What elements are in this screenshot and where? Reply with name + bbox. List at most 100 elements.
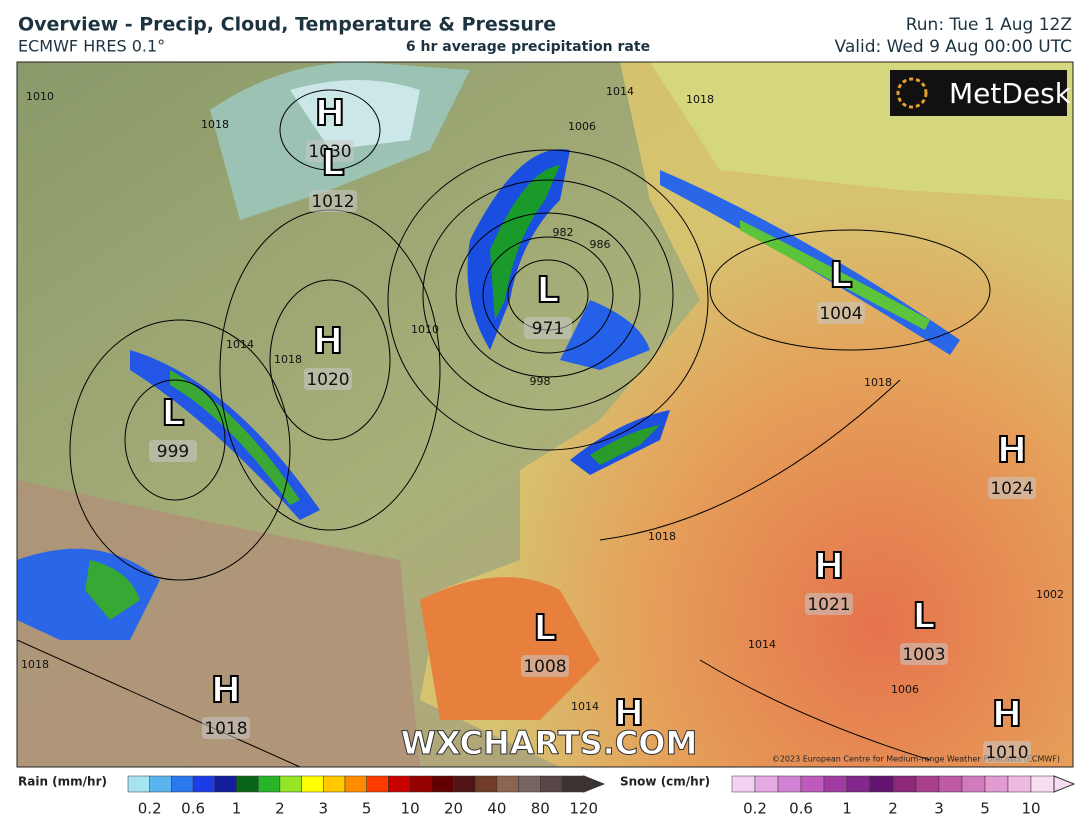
rain-label: 10 [401, 800, 420, 818]
snow-swatch [1007, 775, 1032, 793]
isobar-label: 998 [530, 375, 551, 388]
rain-swatch [453, 775, 476, 793]
rain-swatch [257, 775, 281, 793]
rain-swatch [301, 775, 324, 793]
snow-swatch [754, 775, 779, 793]
system-value: 1003 [902, 645, 945, 665]
isobar-label: 1018 [648, 530, 676, 543]
system-value-box [900, 643, 948, 665]
model: ECMWF HRES 0.1° [18, 37, 165, 56]
rain-label: 2 [275, 800, 285, 818]
rain-label: 5 [362, 800, 372, 818]
snow-swatch [777, 775, 802, 793]
system-letter: H [997, 430, 1027, 471]
isobar-label: 1014 [226, 338, 254, 351]
isobar-label: 1010 [411, 323, 439, 336]
system-value-box [988, 477, 1036, 499]
snow-legend-title: Snow (cm/hr) [620, 775, 710, 789]
system-value: 1004 [819, 304, 862, 324]
rain-swatch [388, 775, 411, 793]
snow-swatch [869, 775, 894, 793]
system-letter: H [313, 321, 343, 362]
rain-label: 80 [531, 800, 550, 818]
system-value: 1024 [990, 479, 1033, 499]
rain-label: 1 [232, 800, 242, 818]
rain-swatch [518, 775, 541, 793]
system-value: 1021 [807, 595, 850, 615]
system-value-box [521, 655, 569, 677]
system-value: 1030 [308, 142, 351, 162]
snow-label: 0.2 [743, 800, 767, 818]
product: 6 hr average precipitation rate [406, 39, 650, 55]
system-letter: L [322, 143, 345, 184]
snow-swatch [1030, 775, 1055, 793]
isobar-labels: 1014 1018 1006 1018 982 986 998 1010 1014 1018 101… [21, 85, 1064, 713]
system-letter: H [315, 93, 345, 134]
rain-swatch [409, 775, 433, 793]
isobar-label: 1010 [26, 90, 54, 103]
isobar-label: 1014 [606, 85, 634, 98]
rain-swatch [540, 775, 563, 793]
snow-label: 0.6 [789, 800, 813, 818]
system-value-box [304, 368, 352, 390]
snow-swatch [961, 775, 986, 793]
snow-label: 2 [888, 800, 898, 818]
rain-swatch [431, 775, 454, 793]
rain-arrow [583, 775, 606, 793]
system-letter: L [830, 255, 853, 296]
isobar-label: 1006 [891, 683, 919, 696]
system-value-box [817, 302, 865, 324]
system-value: 1012 [311, 192, 354, 212]
rain-swatch [366, 775, 389, 793]
snow-swatch [800, 775, 825, 793]
system-value-box [805, 593, 853, 615]
system-letter: H [814, 546, 844, 587]
isobar-label: 1018 [686, 93, 714, 106]
system-value: 971 [532, 319, 564, 339]
rain-label: 0.2 [138, 800, 162, 818]
snow-swatch [938, 775, 963, 793]
system-value: 1008 [523, 657, 566, 677]
snow-arrow [1053, 775, 1076, 793]
run: Run: Tue 1 Aug 12Z [906, 15, 1072, 35]
watermark: WXCHARTS.COM [401, 724, 698, 762]
logo: MetDesk [949, 77, 1072, 110]
snow-swatch [984, 775, 1009, 793]
rain-swatch [149, 775, 172, 793]
rain-swatch [474, 775, 498, 793]
isobar-label: 1018 [274, 353, 302, 366]
rain-swatch [236, 775, 259, 793]
isobar-label: 1018 [864, 376, 892, 389]
snow-label: 5 [980, 800, 990, 818]
legend: 0.2 0.6 1 2 3 5 10 20 40 80 120 0.2 0.6 1 2 3 5 10 [127, 775, 1076, 818]
rain-label: 40 [487, 800, 506, 818]
system-letter: L [162, 393, 185, 434]
rain-swatch [171, 775, 194, 793]
system-value-box [149, 440, 197, 462]
system-letter: H [992, 694, 1022, 735]
rain-swatch [561, 775, 584, 793]
snow-swatch [846, 775, 871, 793]
system-value: 1018 [204, 719, 247, 739]
logo-icon [896, 77, 928, 109]
system-value-box [202, 717, 250, 739]
rain-label: 20 [444, 800, 463, 818]
system-letter: L [537, 270, 560, 311]
snow-swatch [823, 775, 848, 793]
isobar-label: 1018 [201, 118, 229, 131]
system-value-box [306, 140, 354, 162]
valid: Valid: Wed 9 Aug 00:00 UTC [835, 37, 1072, 57]
copyright: ©2023 European Centre for Medium-range W… [772, 755, 1060, 764]
system-letter: H [211, 670, 241, 711]
system-value-box [524, 317, 572, 339]
isobar-label: 1014 [571, 700, 599, 713]
logo-box [890, 70, 1067, 116]
isobar-label: 1002 [1036, 588, 1064, 601]
system-value-box [309, 190, 357, 212]
rain-swatch [344, 775, 367, 793]
title: Overview - Precip, Cloud, Temperature & … [18, 14, 556, 36]
rain-label: 0.6 [181, 800, 205, 818]
snow-label: 3 [934, 800, 944, 818]
